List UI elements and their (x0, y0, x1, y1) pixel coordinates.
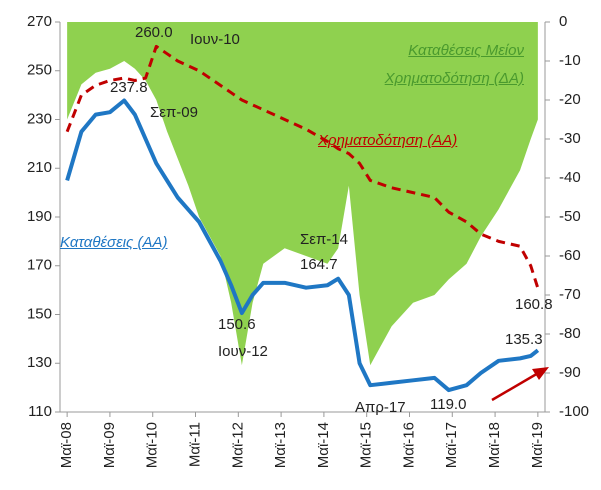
x-tick-label: Μαϊ-17 (443, 422, 460, 468)
y-tick-label: 210 (27, 159, 52, 176)
annotation: 135.3 (505, 331, 543, 348)
x-tick-label: Μαϊ-09 (101, 422, 118, 468)
y2-tick-label: -60 (559, 247, 581, 264)
y-tick-label: 250 (27, 62, 52, 79)
y-tick-label: 170 (27, 257, 52, 274)
annotation: Σεπ-09 (150, 104, 198, 121)
annotation: 119.0 (430, 396, 466, 413)
y2-tick-label: -30 (559, 130, 581, 147)
y2-tick-label: -70 (559, 286, 581, 303)
annotation: 164.7 (300, 256, 338, 273)
y-tick-label: 270 (27, 13, 52, 30)
x-tick-label: Μαϊ-11 (186, 422, 203, 467)
area (67, 22, 538, 366)
y2-tick-label: -40 (559, 169, 581, 186)
annotation: Σεπ-14 (300, 231, 348, 248)
series-label: Χρηματοδότηση (ΑΑ) (318, 132, 458, 149)
y-tick-label: 230 (27, 110, 52, 127)
x-tick-label: Μαϊ-14 (315, 422, 332, 468)
y2-tick-label: -90 (559, 364, 581, 381)
annotation: Ιουν-12 (218, 343, 268, 360)
y-tick-label: 130 (27, 354, 52, 371)
series-label: Καταθέσεις Μείον Χρηματοδότηση (ΔΑ) (384, 42, 524, 87)
x-tick-label: Μαϊ-15 (358, 422, 375, 468)
x-tick-label: Μαϊ-16 (400, 422, 417, 468)
arrow (491, 370, 541, 402)
annotation: Απρ-17 (355, 399, 406, 416)
annotation: Ιουν-10 (190, 31, 240, 48)
y2-tick-label: 0 (559, 13, 567, 30)
x-tick-label: Μαϊ-08 (58, 422, 75, 468)
x-tick-label: Μαϊ-12 (229, 422, 246, 468)
annotation: 237.8 (110, 79, 148, 96)
y2-tick-label: -80 (559, 325, 581, 342)
x-tick-label: Μαϊ-18 (486, 422, 503, 468)
x-tick-label: Μαϊ-19 (529, 422, 546, 468)
annotation: 150.6 (218, 316, 256, 333)
y-tick-label: 110 (28, 403, 52, 420)
line (65, 98, 540, 393)
x-tick-label: Μαϊ-13 (272, 422, 289, 468)
y2-tick-label: -100 (559, 403, 589, 420)
annotation: 160.8 (515, 296, 553, 313)
arrow-head (532, 367, 549, 380)
x-tick-label: Μαϊ-10 (144, 422, 161, 468)
annotation: 260.0 (135, 24, 173, 41)
y-tick-label: 190 (27, 208, 52, 225)
y2-tick-label: -20 (559, 91, 581, 108)
y2-tick-label: -50 (559, 208, 581, 225)
series-label: Καταθέσεις (ΑΑ) (60, 234, 168, 251)
y2-tick-label: -10 (559, 52, 581, 69)
y-tick-label: 150 (27, 305, 52, 322)
